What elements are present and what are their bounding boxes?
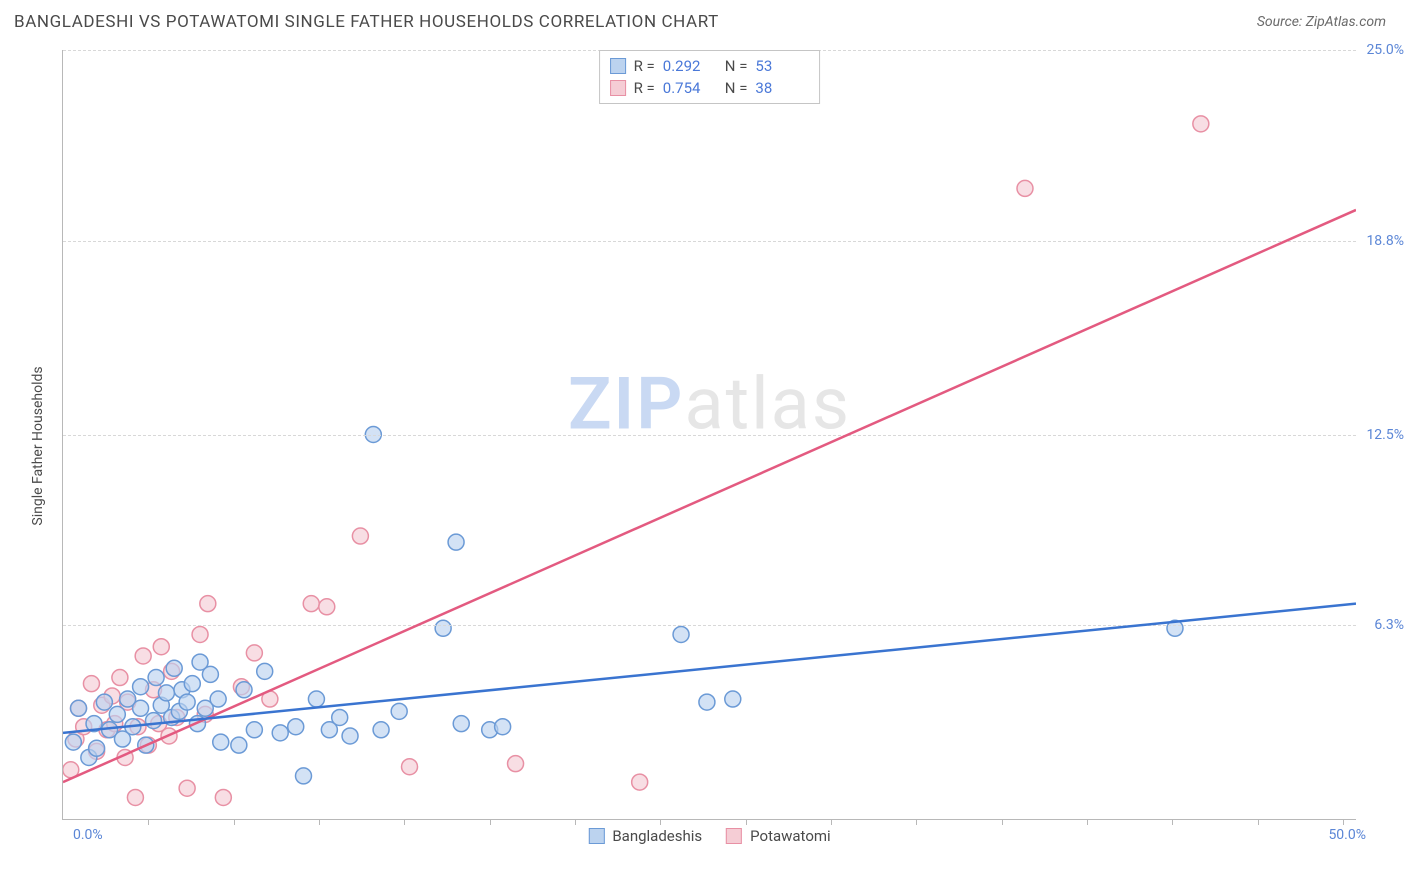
x-tick [916, 819, 917, 825]
stat-r-value-potawatomi: 0.754 [663, 79, 717, 97]
y-tick-label: 12.5% [1366, 427, 1404, 443]
swatch-bangladeshis [610, 58, 626, 74]
swatch-potawatomi [726, 828, 742, 844]
x-tick [148, 819, 149, 825]
y-tick-label: 25.0% [1366, 42, 1404, 58]
x-tick [746, 819, 747, 825]
legend-label-bangladeshis: Bangladeshis [612, 827, 702, 845]
y-tick-label: 18.8% [1366, 233, 1404, 249]
trend-line [63, 604, 1356, 733]
swatch-potawatomi [610, 80, 626, 96]
x-tick [319, 819, 320, 825]
legend-item-bangladeshis: Bangladeshis [588, 827, 702, 845]
series-legend: Bangladeshis Potawatomi [588, 827, 830, 845]
x-tick [1087, 819, 1088, 825]
x-tick [1172, 819, 1173, 825]
chart-header: BANGLADESHI VS POTAWATOMI SINGLE FATHER … [0, 0, 1406, 40]
x-tick [575, 819, 576, 825]
trend-line-layer [63, 50, 1356, 819]
chart-title: BANGLADESHI VS POTAWATOMI SINGLE FATHER … [14, 12, 719, 32]
y-axis-title: Single Father Households [30, 366, 46, 525]
stat-r-value-bangladeshis: 0.292 [663, 57, 717, 75]
stat-n-value-bangladeshis: 53 [755, 57, 809, 75]
trend-line [63, 210, 1356, 782]
stat-n-value-potawatomi: 38 [755, 79, 809, 97]
stat-n-label: N = [725, 79, 748, 97]
x-axis-min-label: 0.0% [73, 827, 103, 843]
stat-r-label: R = [634, 57, 655, 75]
chart-area: Single Father Households R = 0.292 N = 5… [50, 50, 1356, 842]
x-tick [1343, 819, 1344, 825]
legend-label-potawatomi: Potawatomi [750, 827, 831, 845]
legend-item-potawatomi: Potawatomi [726, 827, 831, 845]
stat-legend: R = 0.292 N = 53 R = 0.754 N = 38 [599, 50, 821, 104]
stat-r-label: R = [634, 79, 655, 97]
x-tick [831, 819, 832, 825]
x-tick [1258, 819, 1259, 825]
x-tick [404, 819, 405, 825]
stat-row-bangladeshis: R = 0.292 N = 53 [610, 55, 810, 77]
x-tick [1002, 819, 1003, 825]
x-axis-max-label: 50.0% [1328, 827, 1366, 843]
x-tick [660, 819, 661, 825]
plot-region: R = 0.292 N = 53 R = 0.754 N = 38 ZIPatl… [62, 50, 1356, 820]
x-tick [490, 819, 491, 825]
x-tick [234, 819, 235, 825]
stat-n-label: N = [725, 57, 748, 75]
y-tick-label: 6.3% [1374, 617, 1404, 633]
chart-source: Source: ZipAtlas.com [1257, 14, 1386, 30]
swatch-bangladeshis [588, 828, 604, 844]
stat-row-potawatomi: R = 0.754 N = 38 [610, 77, 810, 99]
